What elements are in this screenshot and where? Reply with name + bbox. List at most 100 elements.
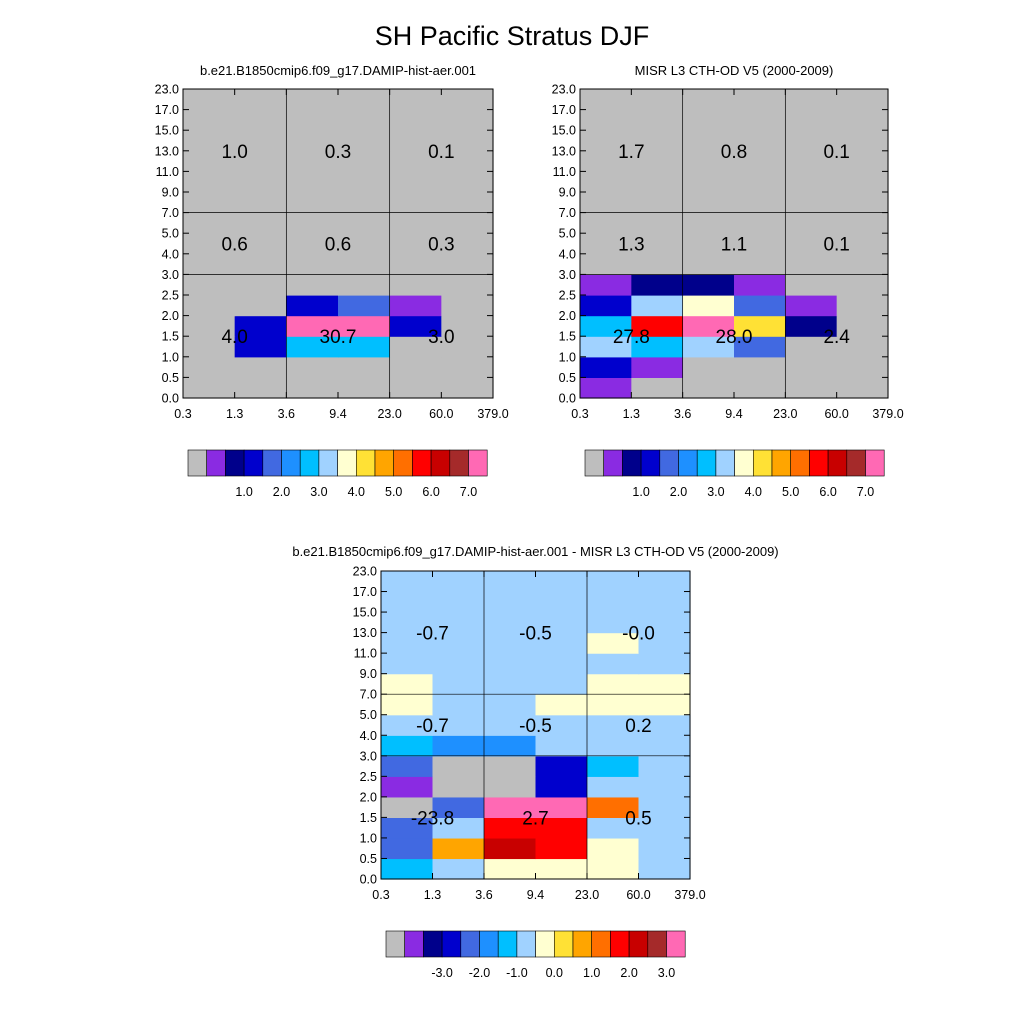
region-value-label: -23.8: [411, 808, 454, 829]
heatmap-cell: [734, 109, 786, 131]
colorbar-label: 7.0: [857, 485, 874, 499]
heatmap-cell: [286, 212, 339, 234]
y-tick-label: 17.0: [155, 103, 179, 117]
heatmap-cell: [381, 735, 434, 757]
heatmap-cell: [638, 612, 691, 634]
heatmap-cell: [682, 130, 735, 152]
heatmap-cell: [836, 109, 889, 131]
heatmap-cell: [338, 212, 391, 234]
region-value-label: 28.0: [716, 327, 753, 348]
heatmap-cell: [432, 776, 485, 798]
region-value-label: 0.6: [325, 235, 351, 256]
heatmap-cell: [183, 377, 236, 399]
region-value-label: 2.7: [522, 808, 548, 829]
colorbar-label: 6.0: [819, 485, 836, 499]
heatmap-cell: [432, 858, 485, 880]
heatmap-cell: [432, 714, 485, 736]
heatmap-cell: [389, 212, 442, 234]
heatmap-cell: [183, 130, 236, 152]
heatmap-cell: [432, 735, 485, 757]
region-value-label: 0.6: [221, 235, 247, 256]
heatmap-cell: [836, 356, 889, 378]
y-tick-label: 7.0: [162, 206, 179, 220]
y-tick-label: 9.0: [559, 186, 576, 200]
heatmap-cell: [587, 632, 640, 654]
heatmap-cell: [734, 233, 786, 255]
region-value-label: 3.0: [428, 327, 454, 348]
x-tick-label: 23.0: [575, 888, 599, 902]
region-value-label: -0.7: [416, 716, 449, 737]
y-tick-label: 11.0: [553, 165, 576, 179]
heatmap-panel-1: 0.0 0.5 1.0 1.5 2.0 2.5 3.0 4.0 5.0 7.0 9.0 11.0 13.…: [155, 63, 509, 499]
y-tick-label: 13.0: [552, 144, 576, 158]
y-tick-label: 2.0: [162, 309, 179, 323]
heatmap-cell: [441, 295, 494, 317]
y-tick-label: 4.0: [162, 247, 179, 261]
heatmap-cell: [785, 192, 838, 214]
heatmap-cell: [836, 171, 889, 193]
heatmap-cell: [286, 315, 339, 337]
colorbar-box: [355, 449, 376, 477]
heatmap-cell: [441, 192, 494, 214]
heatmap-cell: [381, 653, 434, 675]
heatmap-cell: [234, 336, 287, 358]
heatmap-cell: [381, 694, 434, 716]
heatmap-cell: [734, 130, 786, 152]
figure-title: SH Pacific Stratus DJF: [374, 21, 650, 51]
colorbar: -3.0 -2.0 -1.0 0.0 1.0 2.0 3.0: [385, 930, 686, 980]
colorbar-box: [790, 449, 810, 477]
panel-title: b.e21.B1850cmip6.f09_g17.DAMIP-hist-aer.…: [200, 63, 476, 78]
heatmap-cell: [836, 295, 889, 317]
heatmap-cell: [432, 817, 485, 839]
colorbar-box: [404, 930, 424, 958]
region-value-label: 30.7: [320, 327, 357, 348]
heatmap-cell: [484, 755, 537, 777]
heatmap-cell: [389, 336, 442, 358]
heatmap-cell: [580, 233, 632, 255]
heatmap-cell: [587, 653, 640, 675]
colorbar-label: 6.0: [422, 485, 439, 499]
heatmap-cell: [836, 377, 889, 399]
heatmap-cell: [484, 776, 537, 798]
heatmap-cell: [580, 89, 632, 111]
x-tick-label: 1.3: [424, 888, 441, 902]
heatmap-cell: [682, 295, 735, 317]
heatmap-cell: [389, 315, 442, 337]
colorbar-box: [460, 930, 480, 958]
heatmap-cell: [484, 858, 537, 880]
heatmap-cell: [286, 336, 339, 358]
heatmap-cell: [638, 714, 691, 736]
heatmap-cell: [734, 171, 786, 193]
colorbar-box: [622, 449, 642, 477]
heatmap-cell: [785, 356, 838, 378]
region-value-label: -0.0: [622, 624, 655, 645]
colorbar-box: [572, 930, 593, 958]
heatmap-cell: [631, 377, 684, 399]
heatmap-cell: [631, 109, 684, 131]
heatmap-cell: [631, 295, 684, 317]
heatmap-cell: [286, 356, 339, 378]
y-tick-label: 0.5: [360, 852, 377, 866]
heatmap-cell: [785, 89, 838, 111]
heatmap-cell: [638, 817, 691, 839]
heatmap-cell: [535, 837, 588, 860]
heatmap-cell: [441, 377, 494, 399]
heatmap-cell: [580, 295, 632, 317]
heatmap-cell: [183, 233, 236, 255]
heatmap-cell: [234, 171, 287, 193]
colorbar-box: [647, 930, 667, 958]
region-value-label: 27.8: [613, 327, 650, 348]
heatmap-cell: [580, 130, 632, 152]
heatmap-cell: [234, 109, 287, 131]
heatmap-cell: [587, 837, 640, 860]
heatmap-cells: [580, 89, 889, 399]
colorbar-box: [243, 449, 264, 477]
heatmap-cell: [535, 776, 588, 798]
heatmap-cell: [441, 315, 494, 337]
heatmap-cell: [587, 571, 640, 593]
region-value-label: 1.0: [221, 142, 247, 163]
heatmap-cell: [286, 192, 339, 214]
colorbar-box: [628, 930, 649, 958]
heatmap-cell: [631, 253, 684, 275]
heatmap-cell: [785, 233, 838, 255]
